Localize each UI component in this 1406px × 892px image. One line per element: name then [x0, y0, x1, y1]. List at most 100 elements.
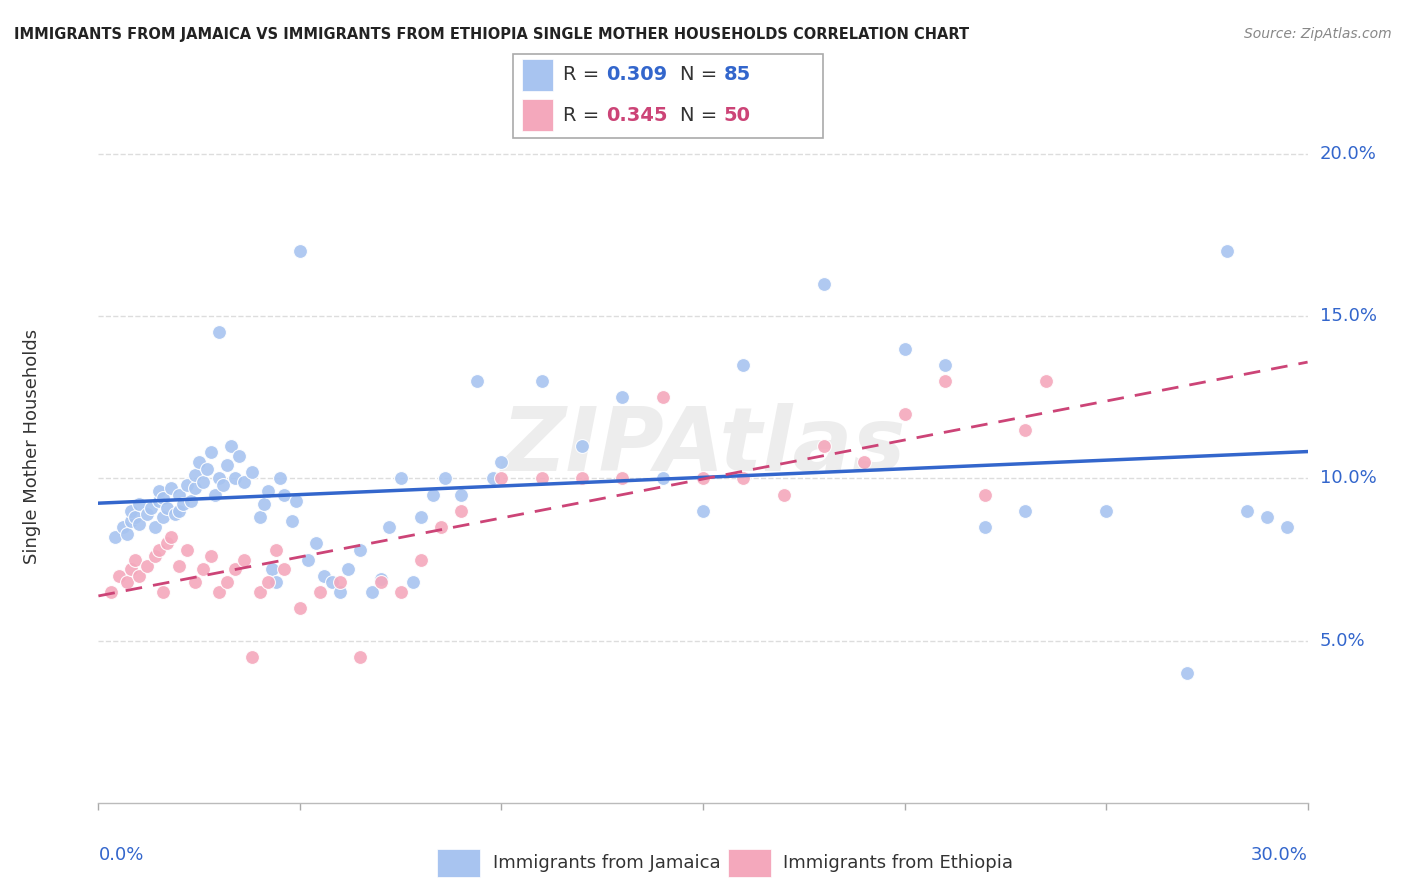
Point: [309, 585, 332, 599]
Text: R =: R =: [562, 65, 605, 84]
Point: [124, 552, 146, 566]
Text: N =: N =: [681, 106, 724, 125]
Point: [212, 478, 235, 492]
Point: [135, 559, 157, 574]
Point: [409, 510, 432, 524]
Point: [409, 552, 432, 566]
Point: [135, 507, 157, 521]
Point: [692, 504, 714, 518]
Point: [337, 562, 360, 576]
Point: [974, 520, 997, 534]
Point: [260, 562, 283, 576]
Point: [167, 504, 190, 518]
Point: [172, 497, 194, 511]
Text: 5.0%: 5.0%: [1320, 632, 1365, 649]
Point: [148, 494, 170, 508]
Point: [321, 575, 343, 590]
Bar: [437, 849, 481, 877]
Point: [1256, 510, 1278, 524]
Point: [193, 562, 215, 576]
Point: [450, 504, 472, 518]
Point: [184, 481, 207, 495]
Point: [249, 510, 271, 524]
Point: [612, 390, 634, 404]
Point: [491, 471, 513, 485]
Bar: [728, 849, 770, 877]
Point: [208, 326, 231, 340]
Point: [167, 488, 190, 502]
FancyBboxPatch shape: [513, 54, 823, 138]
Point: [195, 461, 218, 475]
Point: [240, 465, 263, 479]
Point: [1035, 374, 1057, 388]
Point: [651, 471, 673, 485]
Point: [1216, 244, 1239, 259]
Point: [314, 568, 336, 582]
Point: [156, 536, 179, 550]
Point: [434, 471, 457, 485]
Text: 85: 85: [724, 65, 751, 84]
Text: 30.0%: 30.0%: [1251, 846, 1308, 863]
Point: [1095, 504, 1118, 518]
Text: Single Mother Households: Single Mother Households: [22, 328, 41, 564]
Point: [1277, 520, 1299, 534]
Point: [128, 516, 150, 531]
Point: [273, 488, 295, 502]
Text: Immigrants from Jamaica: Immigrants from Jamaica: [492, 854, 720, 872]
Point: [651, 390, 673, 404]
Point: [389, 585, 412, 599]
Point: [120, 514, 142, 528]
Point: [402, 575, 425, 590]
Point: [217, 575, 239, 590]
Point: [143, 549, 166, 564]
Text: Immigrants from Ethiopia: Immigrants from Ethiopia: [783, 854, 1014, 872]
Point: [115, 575, 138, 590]
Point: [853, 455, 876, 469]
Point: [482, 471, 505, 485]
Text: 10.0%: 10.0%: [1320, 469, 1376, 487]
Point: [111, 520, 134, 534]
Point: [232, 552, 254, 566]
Point: [430, 520, 453, 534]
Point: [422, 488, 444, 502]
Point: [224, 471, 246, 485]
Point: [180, 494, 202, 508]
Point: [100, 585, 122, 599]
Point: [370, 572, 392, 586]
Point: [107, 568, 129, 582]
Point: [1236, 504, 1258, 518]
Point: [228, 449, 250, 463]
Point: [813, 277, 835, 291]
Point: [1014, 423, 1036, 437]
Point: [349, 542, 371, 557]
Point: [232, 475, 254, 489]
Point: [264, 542, 287, 557]
Point: [305, 536, 328, 550]
Point: [389, 471, 412, 485]
Point: [329, 585, 352, 599]
Point: [176, 478, 198, 492]
Point: [160, 481, 183, 495]
Point: [934, 374, 956, 388]
Point: [148, 484, 170, 499]
Text: 15.0%: 15.0%: [1320, 307, 1376, 326]
Text: 0.0%: 0.0%: [98, 846, 143, 863]
Point: [256, 575, 278, 590]
Text: 20.0%: 20.0%: [1320, 145, 1376, 163]
Point: [224, 562, 246, 576]
Point: [240, 649, 263, 664]
Point: [152, 510, 174, 524]
Point: [349, 649, 371, 664]
Text: N =: N =: [681, 65, 724, 84]
Point: [103, 530, 125, 544]
Text: IMMIGRANTS FROM JAMAICA VS IMMIGRANTS FROM ETHIOPIA SINGLE MOTHER HOUSEHOLDS COR: IMMIGRANTS FROM JAMAICA VS IMMIGRANTS FR…: [14, 27, 969, 42]
Point: [288, 244, 311, 259]
Bar: [523, 99, 554, 131]
Point: [204, 488, 226, 502]
Point: [772, 488, 794, 502]
Point: [184, 468, 207, 483]
Text: 50: 50: [724, 106, 751, 125]
Point: [148, 542, 170, 557]
Point: [733, 471, 755, 485]
Point: [184, 575, 207, 590]
